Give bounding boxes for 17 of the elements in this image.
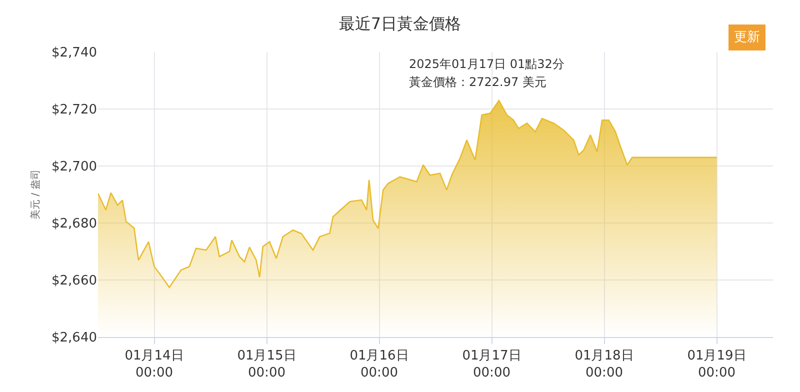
y-tick-label: $2,640 bbox=[52, 330, 97, 346]
x-tick-label: 01月16日 00:00 bbox=[350, 348, 409, 380]
y-tick-label: $2,680 bbox=[52, 216, 97, 232]
x-tick-label: 01月19日 00:00 bbox=[687, 348, 746, 380]
annotation: 黃金價格：2722.97 美元 bbox=[409, 75, 546, 89]
x-tick-label: 01月17日 00:00 bbox=[462, 348, 522, 380]
y-tick-label: $2,720 bbox=[52, 102, 97, 118]
x-tick-label: 01月15日 00:00 bbox=[237, 348, 296, 380]
text: 更新 bbox=[734, 30, 760, 45]
x-tick-label: 01月18日 00:00 bbox=[574, 348, 634, 380]
annotation: 2025年01月17日 01點32分 bbox=[409, 57, 564, 71]
x-tick-label: 01月14日 00:00 bbox=[124, 348, 184, 380]
chart-title: 最近7日黃金價格 bbox=[338, 14, 462, 34]
y-tick-label: $2,700 bbox=[52, 160, 97, 175]
y-axis-title: 美元 / 盎司 bbox=[30, 170, 42, 220]
y-tick-label: $2,660 bbox=[52, 274, 97, 289]
y-tick-label: $2,740 bbox=[52, 46, 97, 61]
